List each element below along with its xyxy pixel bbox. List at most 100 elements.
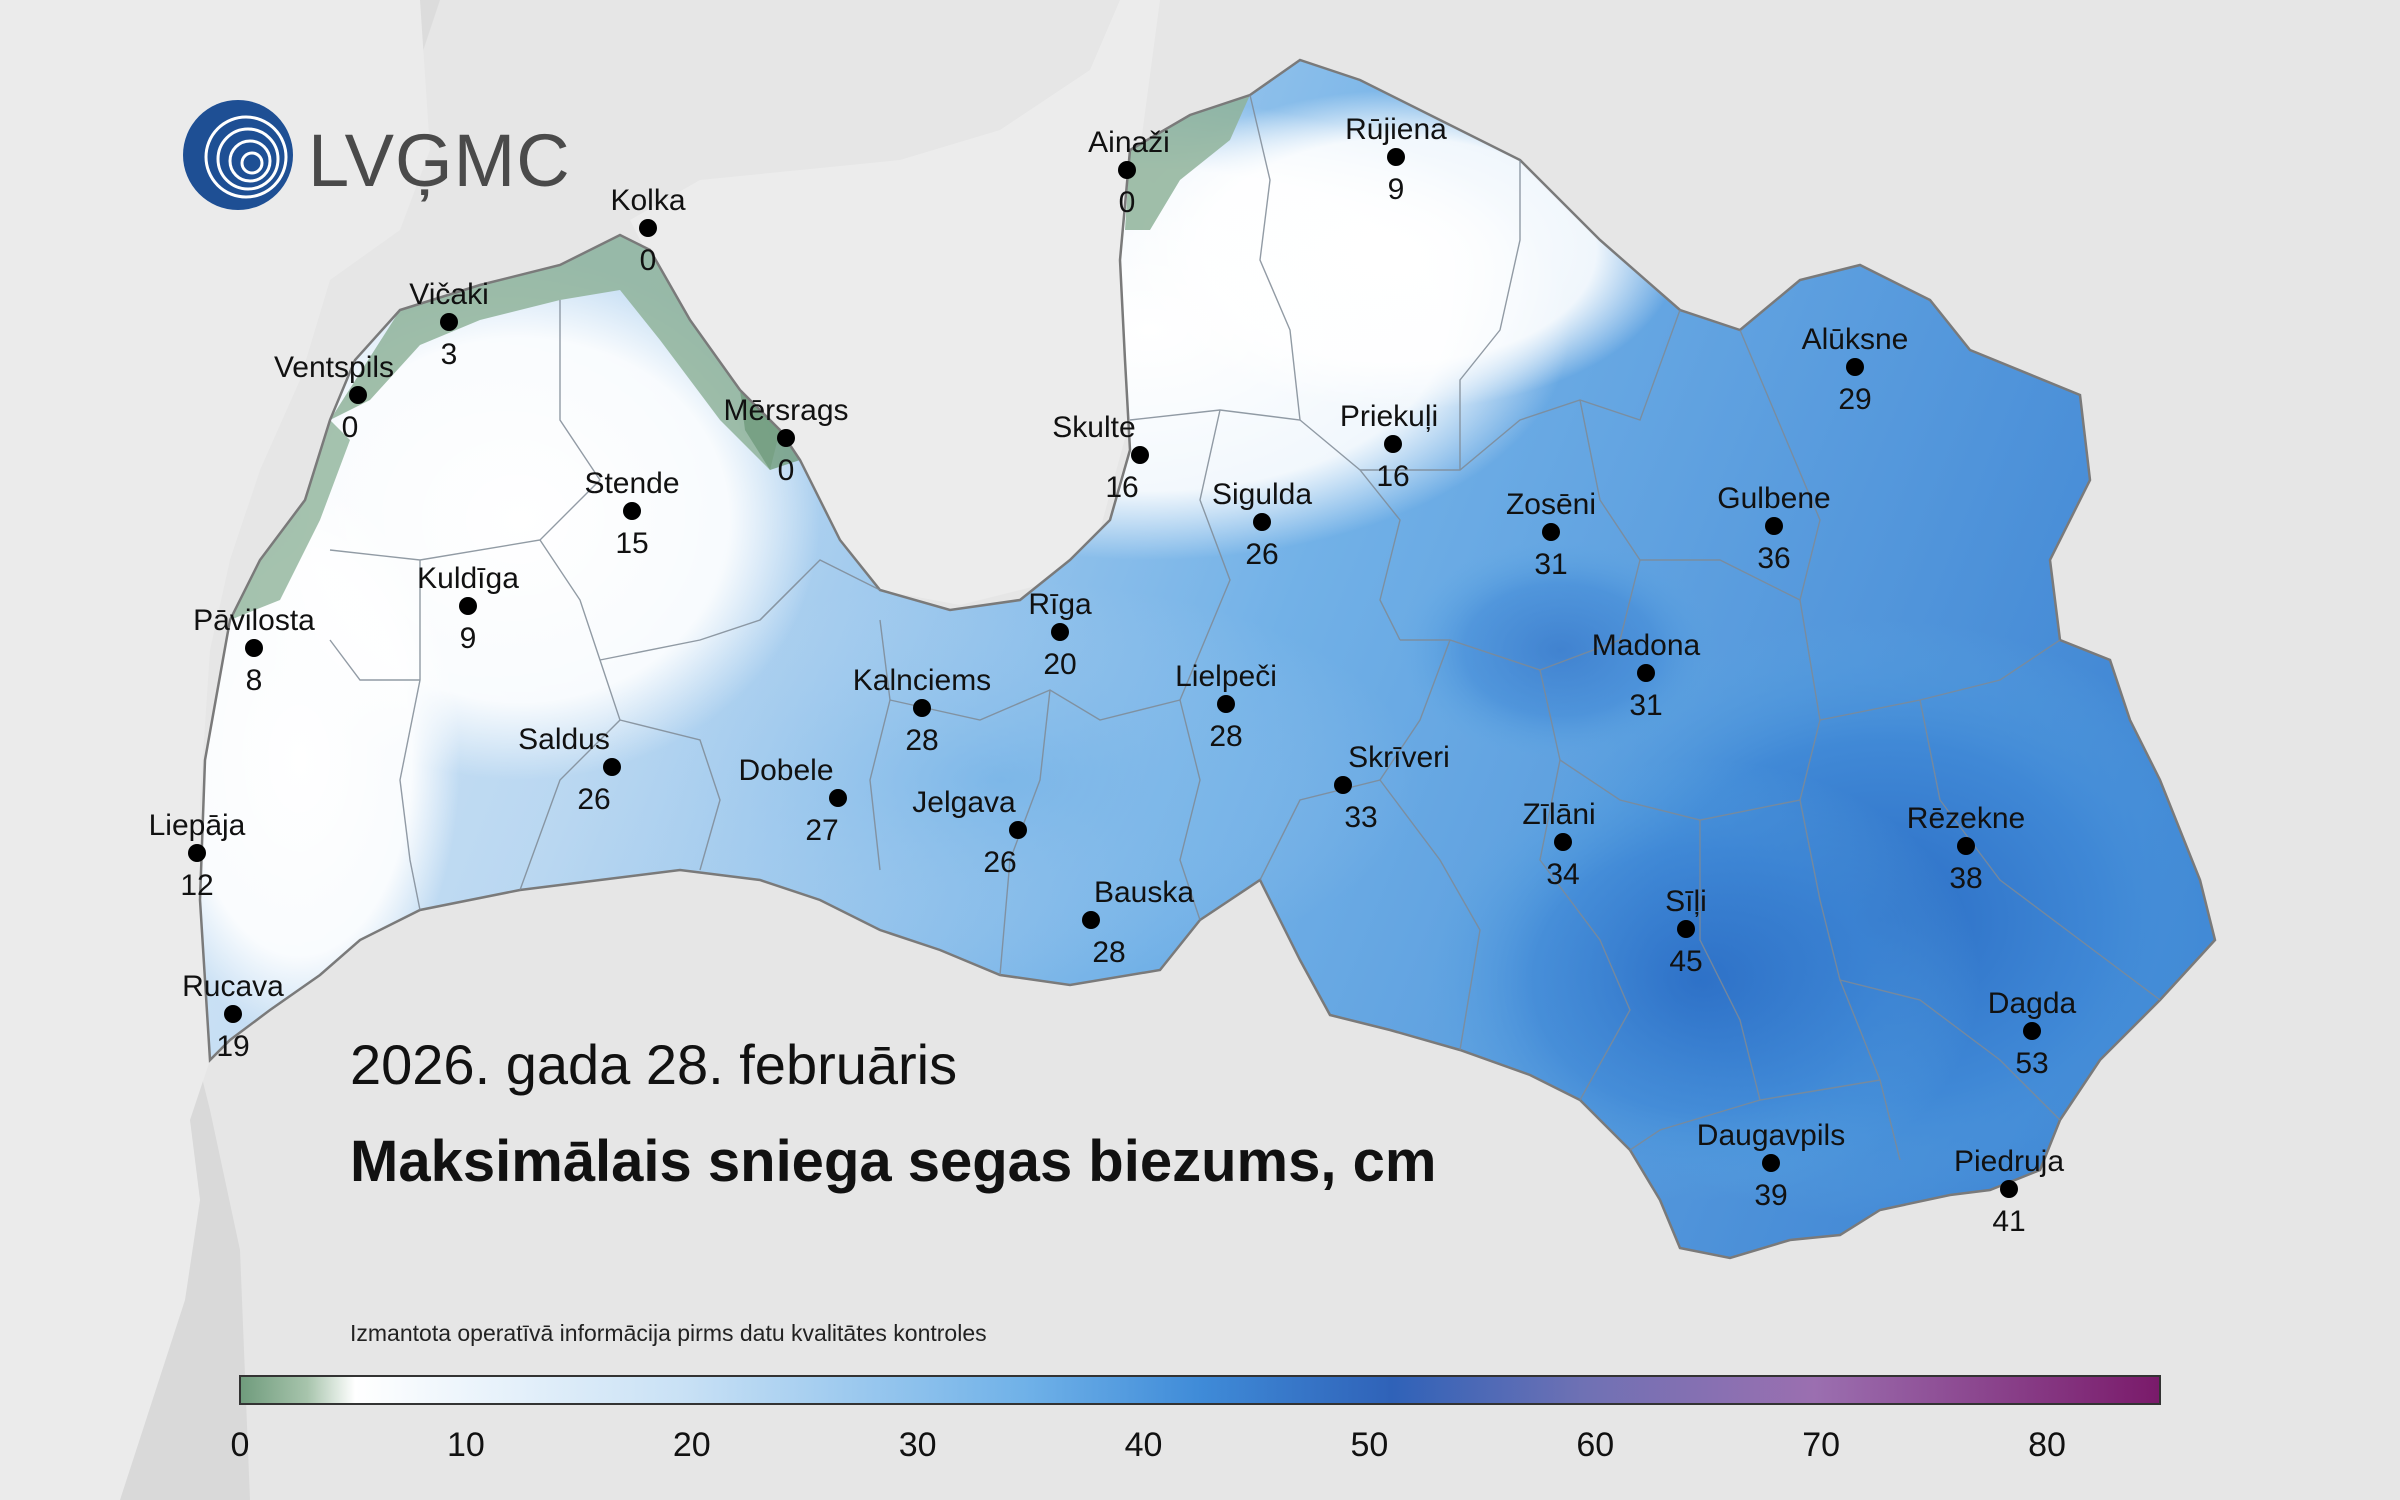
- legend-tick-label: 50: [1350, 1426, 1388, 1464]
- station-name: Saldus: [518, 723, 610, 756]
- station-name: Dobele: [738, 754, 833, 787]
- station-dot: [829, 789, 847, 807]
- station-name: Liepāja: [149, 809, 246, 842]
- map-subtitle: Maksimālais sniega segas biezums, cm: [350, 1129, 1437, 1194]
- station-dot: [2000, 1180, 2018, 1198]
- stations-layer: Ainaži0Rūjiena9Kolka0Vičaki3Ventspils0Mē…: [149, 113, 2077, 1238]
- station-value: 31: [1629, 689, 1662, 722]
- station-value: 31: [1534, 548, 1567, 581]
- station-value: 34: [1546, 858, 1579, 891]
- station-name: Skrīveri: [1348, 741, 1450, 774]
- station-dot: [1118, 161, 1136, 179]
- station-marker: Pāvilosta 8: [193, 604, 315, 697]
- station-dot: [1217, 695, 1235, 713]
- legend-tick-label: 10: [447, 1426, 485, 1464]
- station-value: 12: [180, 869, 213, 902]
- station-value: 33: [1344, 801, 1377, 834]
- station-marker: Saldus 26: [518, 723, 621, 816]
- station-dot: [1384, 435, 1402, 453]
- station-name: Ventspils: [274, 351, 394, 384]
- station-value: 9: [460, 622, 477, 655]
- station-value: 20: [1043, 648, 1076, 681]
- station-dot: [1846, 358, 1864, 376]
- legend-tick-label: 40: [1125, 1426, 1163, 1464]
- station-value: 26: [1245, 538, 1278, 571]
- station-name: Bauska: [1094, 876, 1194, 909]
- station-value: 36: [1757, 542, 1790, 575]
- station-name: Mērsrags: [723, 394, 848, 427]
- station-name: Kolka: [610, 184, 685, 217]
- legend: 0 10 20 30 40 50 60 70 80: [231, 1375, 2161, 1464]
- station-dot: [2023, 1022, 2041, 1040]
- station-marker: Zosēni 31: [1506, 488, 1596, 581]
- station-marker: Kuldīga 9: [417, 562, 519, 655]
- station-marker: Rucava 19: [182, 970, 284, 1063]
- station-dot: [224, 1005, 242, 1023]
- station-name: Sigulda: [1212, 478, 1312, 511]
- station-dot: [603, 758, 621, 776]
- station-marker: Dagda 53: [1988, 987, 2077, 1080]
- station-name: Rēzekne: [1907, 802, 2025, 835]
- station-marker: Rīga 20: [1028, 588, 1092, 681]
- logo-emblem-icon: [183, 100, 293, 210]
- station-marker: Jelgava 26: [912, 786, 1027, 879]
- station-marker: Gulbene 36: [1717, 482, 1830, 575]
- station-value: 28: [905, 724, 938, 757]
- station-marker: Dobele 27: [738, 754, 847, 847]
- station-dot: [1131, 446, 1149, 464]
- station-name: Gulbene: [1717, 482, 1830, 515]
- station-value: 0: [778, 454, 795, 487]
- station-name: Kuldīga: [417, 562, 519, 595]
- station-name: Daugavpils: [1697, 1119, 1845, 1152]
- station-value: 27: [805, 814, 838, 847]
- station-marker: Liepāja 12: [149, 809, 246, 902]
- station-value: 19: [216, 1030, 249, 1063]
- station-marker: Kolka 0: [610, 184, 685, 277]
- station-name: Zīlāni: [1522, 798, 1595, 831]
- station-value: 45: [1669, 945, 1702, 978]
- municipal-boundaries: [329, 94, 2161, 1161]
- station-name: Skulte: [1052, 411, 1135, 444]
- station-marker: Mērsrags 0: [723, 394, 848, 487]
- legend-tick-label: 80: [2028, 1426, 2066, 1464]
- station-name: Lielpeči: [1175, 660, 1277, 693]
- station-dot: [1762, 1154, 1780, 1172]
- station-dot: [440, 313, 458, 331]
- legend-tick-label: 0: [231, 1426, 250, 1464]
- station-dot: [459, 597, 477, 615]
- station-marker: Skrīveri 33: [1334, 741, 1450, 834]
- station-marker: Skulte 16: [1052, 411, 1149, 504]
- station-marker: Rūjiena 9: [1345, 113, 1447, 206]
- station-name: Piedruja: [1954, 1145, 2064, 1178]
- station-marker: Piedruja 41: [1954, 1145, 2064, 1238]
- station-value: 41: [1992, 1205, 2025, 1238]
- station-name: Sīļi: [1665, 885, 1707, 918]
- station-name: Alūksne: [1802, 323, 1909, 356]
- station-dot: [1387, 148, 1405, 166]
- station-dot: [913, 699, 931, 717]
- station-marker: Bauska 28: [1082, 876, 1194, 969]
- station-value: 3: [441, 338, 458, 371]
- station-dot: [188, 844, 206, 862]
- map-date-title: 2026. gada 28. februāris: [350, 1033, 958, 1096]
- station-marker: Zīlāni 34: [1522, 798, 1595, 891]
- station-dot: [1637, 664, 1655, 682]
- legend-tick-label: 60: [1576, 1426, 1614, 1464]
- station-value: 8: [246, 664, 263, 697]
- station-name: Zosēni: [1506, 488, 1596, 521]
- station-dot: [245, 639, 263, 657]
- legend-color-bar: [239, 1375, 2161, 1405]
- station-marker: Alūksne 29: [1802, 323, 1909, 416]
- station-dot: [1334, 776, 1352, 794]
- station-value: 29: [1838, 383, 1871, 416]
- station-name: Ainaži: [1088, 126, 1170, 159]
- station-value: 15: [615, 527, 648, 560]
- station-value: 38: [1949, 862, 1982, 895]
- station-dot: [1009, 821, 1027, 839]
- data-quality-note: Izmantota operatīvā informācija pirms da…: [350, 1320, 987, 1346]
- station-value: 16: [1105, 471, 1138, 504]
- station-marker: Rēzekne 38: [1907, 802, 2025, 895]
- station-name: Rīga: [1028, 588, 1092, 621]
